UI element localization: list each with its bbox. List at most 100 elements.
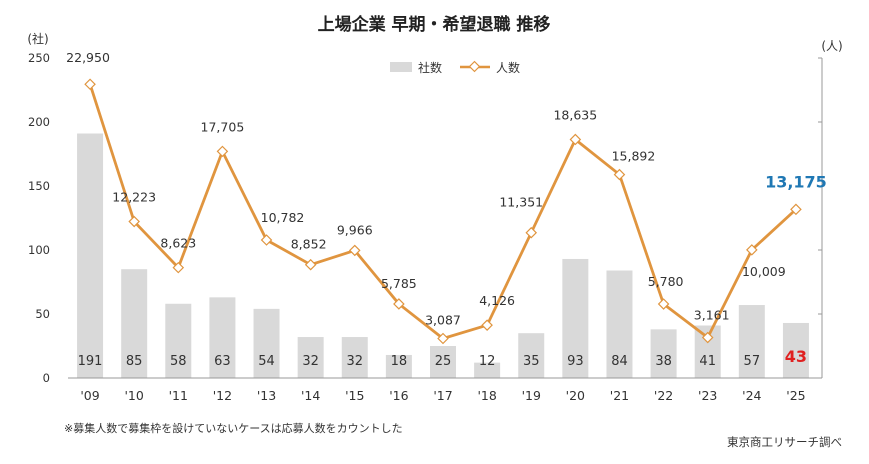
- series-line: [88, 83, 797, 340]
- point-value-label: 15,892: [612, 149, 656, 164]
- line-point: [216, 145, 229, 158]
- line-point: [569, 133, 582, 146]
- bar: [474, 362, 501, 378]
- left-tick-label: 150: [28, 179, 50, 193]
- x-tick-label: '11: [169, 388, 188, 403]
- x-tick-label: '12: [213, 388, 232, 403]
- bar: [738, 305, 765, 378]
- bar-value-label: 85: [126, 354, 143, 369]
- right-axis-unit: (人): [821, 39, 842, 53]
- bar-value-label: 63: [214, 354, 231, 369]
- x-tick-label: '24: [742, 388, 761, 403]
- bar: [297, 337, 324, 378]
- point-value-label: 5,785: [381, 276, 417, 291]
- bar-value-label: 54: [258, 354, 275, 369]
- bar: [77, 133, 104, 378]
- point-value-label: 8,623: [160, 236, 196, 251]
- bar: [562, 258, 589, 378]
- line-series: [84, 78, 802, 345]
- point-value-label: 10,782: [261, 210, 305, 225]
- x-tick-label: '17: [433, 388, 452, 403]
- point-value-label: 11,351: [499, 195, 543, 210]
- line-point: [481, 319, 493, 331]
- legend-line-label: 人数: [496, 60, 520, 75]
- x-tick-label: '09: [80, 388, 99, 403]
- footnote: ※募集人数で募集枠を設けていないケースは応募人数をカウントした: [64, 421, 403, 435]
- left-tick-label: 50: [35, 307, 50, 321]
- point-value-label: 13,175: [765, 172, 827, 191]
- point-value-label: 3,087: [425, 312, 461, 327]
- legend: 社数 人数: [390, 60, 520, 75]
- bar-value-label: 41: [699, 354, 716, 369]
- x-tick-label: '23: [698, 388, 717, 403]
- legend-bar-label: 社数: [418, 60, 442, 75]
- point-value-label: 10,009: [742, 264, 786, 279]
- bar: [341, 337, 368, 378]
- line-point: [701, 331, 714, 344]
- left-axis: 0 50 100 150 200 250: [28, 51, 50, 385]
- bar: [253, 308, 280, 378]
- bar-value-label: 38: [655, 354, 672, 369]
- bar-value-label: 43: [785, 347, 807, 366]
- left-tick-label: 0: [43, 371, 50, 385]
- x-tick-label: '13: [257, 388, 276, 403]
- line-point: [790, 203, 802, 216]
- point-labels: 22,950 12,223 8,623 17,705 10,782 8,852 9,966 5…: [66, 50, 827, 327]
- bar-value-label: 191: [78, 354, 103, 369]
- line-point: [746, 244, 758, 256]
- line-point: [172, 261, 185, 274]
- bar: [385, 354, 412, 378]
- bar-value-label: 57: [744, 354, 761, 369]
- x-tick-label: '21: [610, 388, 629, 403]
- x-tick-label: '25: [786, 388, 805, 403]
- bar-value-label: 18: [391, 354, 408, 369]
- point-value-label: 18,635: [553, 107, 597, 122]
- point-value-label: 9,966: [337, 222, 373, 237]
- bar-value-label: 32: [302, 354, 319, 369]
- legend-line-marker: [468, 60, 481, 73]
- point-value-label: 5,780: [648, 274, 684, 289]
- chart-title: 上場企業 早期・希望退職 推移: [318, 14, 551, 35]
- left-tick-label: 100: [28, 243, 50, 257]
- source-note: 東京商工リサーチ調べ: [727, 435, 842, 449]
- line-point: [84, 78, 96, 91]
- bar-value-label: 12: [479, 354, 496, 369]
- bar: [209, 297, 236, 378]
- point-value-label: 4,126: [479, 293, 515, 308]
- x-tick-label: '20: [566, 388, 585, 403]
- bar: [782, 322, 809, 378]
- line-point: [260, 234, 273, 246]
- line-point: [657, 298, 670, 310]
- bar-value-label: 32: [346, 354, 363, 369]
- x-tick-label: '14: [301, 388, 320, 403]
- line-point: [393, 298, 405, 310]
- point-value-label: 17,705: [201, 119, 245, 134]
- bar: [650, 329, 677, 378]
- legend-bar-swatch: [390, 62, 412, 72]
- x-tick-label: '16: [389, 388, 408, 403]
- line-point: [348, 244, 361, 257]
- bar-value-label: 84: [611, 354, 628, 369]
- bar-value-label: 58: [170, 354, 187, 369]
- line-point: [613, 168, 626, 181]
- bar-labels: 191 85 58 63 54 32 32 18 25 12 35 93 84 38 41 57 43: [78, 347, 807, 369]
- bar-value-label: 25: [435, 354, 452, 369]
- bar: [606, 270, 633, 378]
- bar: [121, 269, 148, 378]
- x-tick-label: '22: [654, 388, 673, 403]
- bars: [77, 133, 809, 378]
- left-tick-label: 250: [28, 51, 50, 65]
- x-axis-ticks: '09 '10 '11 '12 '13 '14 '15 '16 '17 '18 '19 '20 '21 '…: [80, 388, 805, 403]
- x-tick-label: '15: [345, 388, 364, 403]
- x-tick-label: '10: [125, 388, 144, 403]
- left-tick-label: 200: [28, 115, 50, 129]
- point-value-label: 12,223: [112, 190, 156, 205]
- bar: [165, 303, 192, 378]
- bar: [518, 333, 545, 378]
- line-point: [525, 226, 538, 239]
- line-point: [437, 332, 449, 345]
- right-axis: [818, 57, 823, 379]
- x-tick-label: '19: [522, 388, 541, 403]
- point-value-label: 8,852: [291, 237, 327, 252]
- point-value-label: 3,161: [694, 308, 730, 323]
